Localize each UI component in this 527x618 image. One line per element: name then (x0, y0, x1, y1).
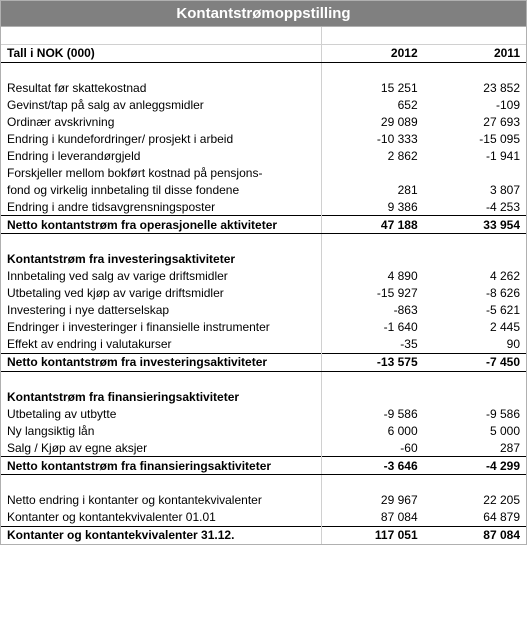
table-row: Endring i andre tidsavgrensningsposter9 … (1, 198, 526, 216)
section-heading: Kontantstrøm fra investeringsaktiviteter (1, 251, 321, 268)
cashflow-table: Tall i NOK (000)20122011 Resultat før ska… (1, 27, 526, 544)
row-label: Ny langsiktig lån (1, 422, 321, 439)
row-value: -10 333 (321, 130, 423, 147)
table-row: Endringer i investeringer i finansielle … (1, 319, 526, 336)
row-value: -35 (321, 336, 423, 354)
row-value: -15 095 (424, 130, 526, 147)
row-value: -1 640 (321, 319, 423, 336)
row-value: 4 890 (321, 268, 423, 285)
table-row: Effekt av endring i valutakurser-3590 (1, 336, 526, 354)
table-row: Endring i kundefordringer/ prosjekt i ar… (1, 130, 526, 147)
total-value: 47 188 (321, 216, 423, 234)
row-value: -60 (321, 439, 423, 457)
summary-row: Kontanter og kontantekvivalenter 31.12.1… (1, 526, 526, 544)
summary-value: 29 967 (321, 492, 423, 509)
row-value: -109 (424, 96, 526, 113)
row-label: Ordinær avskrivning (1, 113, 321, 130)
row-value: -4 253 (424, 198, 526, 216)
col-header-2: 2011 (424, 44, 526, 62)
row-value: 9 386 (321, 198, 423, 216)
row-value: 281 (321, 181, 423, 198)
total-value: 33 954 (424, 216, 526, 234)
table-row: Endring i leverandørgjeld2 862-1 941 (1, 147, 526, 164)
total-label: Netto kontantstrøm fra finansieringsakti… (1, 457, 321, 475)
row-label: Endring i kundefordringer/ prosjekt i ar… (1, 130, 321, 147)
row-value: -9 586 (424, 405, 526, 422)
summary-value: 117 051 (321, 526, 423, 544)
row-label: Utbetaling ved kjøp av varige driftsmidl… (1, 285, 321, 302)
table-row: Salg / Kjøp av egne aksjer-60287 (1, 439, 526, 457)
row-value: -1 941 (424, 147, 526, 164)
summary-value: 87 084 (424, 526, 526, 544)
row-label: Innbetaling ved salg av varige driftsmid… (1, 268, 321, 285)
table-row: Forskjeller mellom bokført kostnad på pe… (1, 164, 526, 181)
total-value: -13 575 (321, 353, 423, 371)
table-row: Investering i nye datterselskap-863-5 62… (1, 302, 526, 319)
table-row: Ny langsiktig lån6 0005 000 (1, 422, 526, 439)
row-value: -15 927 (321, 285, 423, 302)
total-label: Netto kontantstrøm fra operasjonelle akt… (1, 216, 321, 234)
row-value: 15 251 (321, 79, 423, 96)
row-value: 27 693 (424, 113, 526, 130)
row-label: Effekt av endring i valutakurser (1, 336, 321, 354)
table-row: Innbetaling ved salg av varige driftsmid… (1, 268, 526, 285)
total-value: -7 450 (424, 353, 526, 371)
summary-value: 87 084 (321, 509, 423, 527)
summary-row: Kontanter og kontantekvivalenter 01.0187… (1, 509, 526, 527)
unit-label: Tall i NOK (000) (1, 44, 321, 62)
summary-value: 22 205 (424, 492, 526, 509)
row-label: Endringer i investeringer i finansielle … (1, 319, 321, 336)
row-label: Endring i leverandørgjeld (1, 147, 321, 164)
table-row: Resultat før skattekostnad15 25123 852 (1, 79, 526, 96)
table-row: Utbetaling ved kjøp av varige driftsmidl… (1, 285, 526, 302)
title-bar: Kontantstrømoppstilling (1, 1, 526, 27)
row-value: -8 626 (424, 285, 526, 302)
row-label: fond og virkelig innbetaling til disse f… (1, 181, 321, 198)
section-total: Netto kontantstrøm fra investeringsaktiv… (1, 353, 526, 371)
cashflow-statement: Kontantstrømoppstilling Tall i NOK (000)… (0, 0, 527, 545)
section-heading: Kontantstrøm fra finansieringsaktivitete… (1, 388, 321, 405)
row-value (424, 164, 526, 181)
summary-label: Kontanter og kontantekvivalenter 31.12. (1, 526, 321, 544)
table-row: Ordinær avskrivning29 08927 693 (1, 113, 526, 130)
summary-label: Netto endring i kontanter og kontantekvi… (1, 492, 321, 509)
total-label: Netto kontantstrøm fra investeringsaktiv… (1, 353, 321, 371)
row-value: 5 000 (424, 422, 526, 439)
row-label: Investering i nye datterselskap (1, 302, 321, 319)
row-value: 652 (321, 96, 423, 113)
title-text: Kontantstrømoppstilling (176, 5, 350, 22)
row-label: Forskjeller mellom bokført kostnad på pe… (1, 164, 321, 181)
row-value: -863 (321, 302, 423, 319)
total-value: -3 646 (321, 457, 423, 475)
row-label: Resultat før skattekostnad (1, 79, 321, 96)
row-value: 23 852 (424, 79, 526, 96)
summary-label: Kontanter og kontantekvivalenter 01.01 (1, 509, 321, 527)
row-label: Gevinst/tap på salg av anleggsmidler (1, 96, 321, 113)
row-value: 3 807 (424, 181, 526, 198)
row-value: -9 586 (321, 405, 423, 422)
row-value: -5 621 (424, 302, 526, 319)
row-value (321, 164, 423, 181)
row-value: 29 089 (321, 113, 423, 130)
section-total: Netto kontantstrøm fra finansieringsakti… (1, 457, 526, 475)
table-row: fond og virkelig innbetaling til disse f… (1, 181, 526, 198)
row-value: 2 862 (321, 147, 423, 164)
table-row: Gevinst/tap på salg av anleggsmidler652-… (1, 96, 526, 113)
summary-value: 64 879 (424, 509, 526, 527)
summary-row: Netto endring i kontanter og kontantekvi… (1, 492, 526, 509)
row-value: 6 000 (321, 422, 423, 439)
row-label: Utbetaling av utbytte (1, 405, 321, 422)
row-value: 90 (424, 336, 526, 354)
row-label: Endring i andre tidsavgrensningsposter (1, 198, 321, 216)
total-value: -4 299 (424, 457, 526, 475)
row-value: 287 (424, 439, 526, 457)
row-value: 4 262 (424, 268, 526, 285)
row-value: 2 445 (424, 319, 526, 336)
table-row: Utbetaling av utbytte-9 586-9 586 (1, 405, 526, 422)
row-label: Salg / Kjøp av egne aksjer (1, 439, 321, 457)
col-header-1: 2012 (321, 44, 423, 62)
section-total: Netto kontantstrøm fra operasjonelle akt… (1, 216, 526, 234)
